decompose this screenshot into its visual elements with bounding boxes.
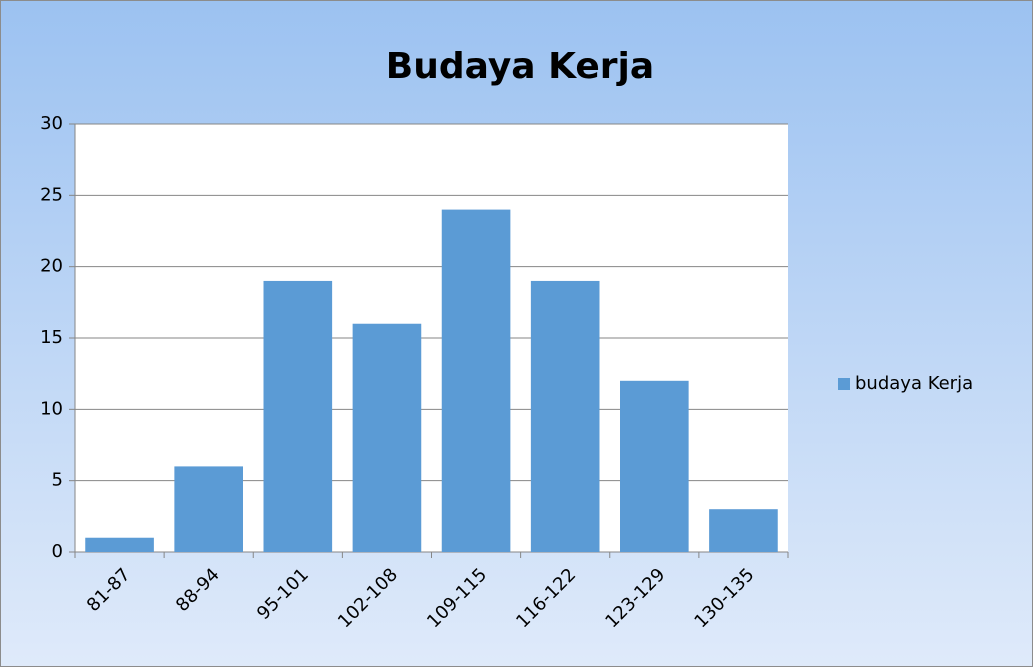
y-tick-label: 10 [40,398,63,419]
bar [619,380,689,552]
legend-swatch [838,378,850,390]
y-tick-label: 25 [40,184,63,205]
bar [174,466,244,552]
bar [352,323,422,552]
y-tick-label: 15 [40,327,63,348]
bar [709,509,778,552]
bar [85,537,154,552]
bar [530,280,600,552]
legend-label: budaya Kerja [855,373,973,394]
y-tick-label: 30 [40,113,63,134]
y-tick-label: 5 [52,470,63,491]
y-tick-label: 20 [40,256,63,277]
y-tick-label: 0 [52,541,63,562]
chart-title: Budaya Kerja [386,46,654,87]
bar [441,209,511,552]
bar [263,280,333,552]
